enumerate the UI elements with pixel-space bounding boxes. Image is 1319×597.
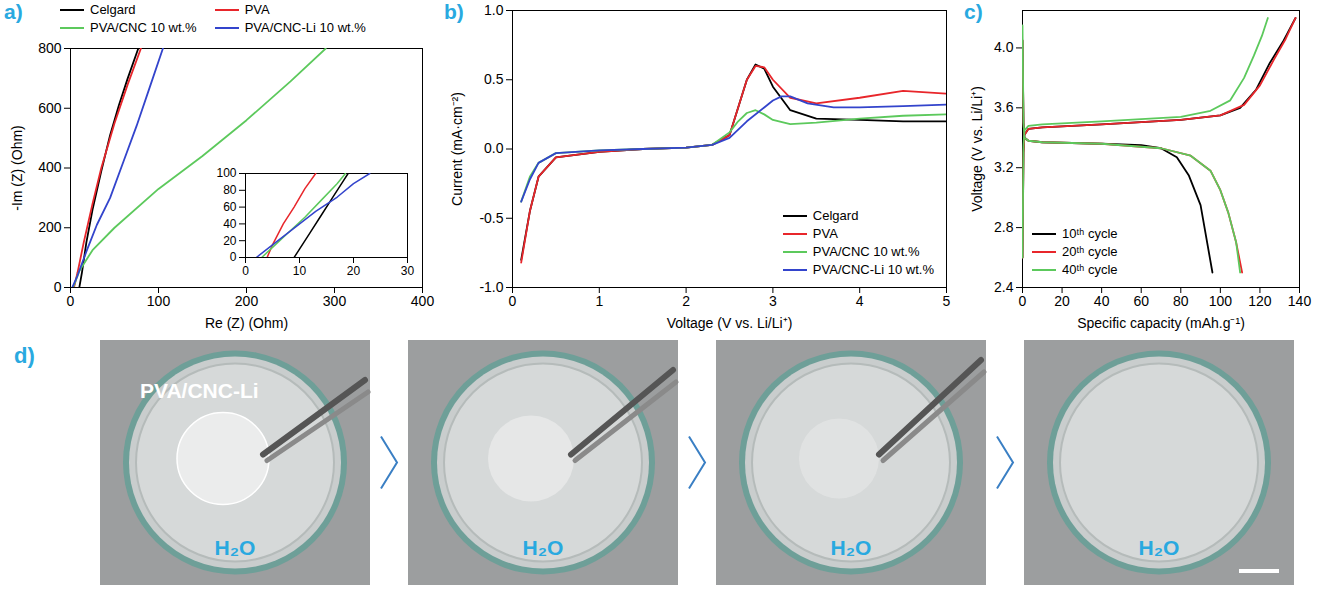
svg-text:d): d) xyxy=(14,343,35,368)
svg-text:60: 60 xyxy=(1133,293,1149,309)
svg-text:80: 80 xyxy=(223,183,237,197)
svg-text:H₂O: H₂O xyxy=(215,536,256,559)
svg-text:2.8: 2.8 xyxy=(994,219,1014,235)
svg-text:100: 100 xyxy=(1209,293,1233,309)
svg-text:Re (Z) (Ohm): Re (Z) (Ohm) xyxy=(205,315,288,331)
svg-text:400: 400 xyxy=(411,293,435,309)
svg-text:0: 0 xyxy=(242,264,249,277)
svg-text:Specific capacity (mAh.g⁻¹): Specific capacity (mAh.g⁻¹) xyxy=(1077,315,1245,331)
svg-text:80: 80 xyxy=(1173,293,1189,309)
svg-text:-Im (Z) (Ohm): -Im (Z) (Ohm) xyxy=(9,125,25,211)
html-text:Celgard: Celgard xyxy=(812,208,859,223)
html-text:40ᵗʰ cycle: 40ᵗʰ cycle xyxy=(1062,262,1118,277)
svg-text:10: 10 xyxy=(293,264,307,277)
svg-text:H₂O: H₂O xyxy=(831,536,872,559)
svg-text:Current (mA·cm⁻²): Current (mA·cm⁻²) xyxy=(449,92,465,206)
svg-text:3.6: 3.6 xyxy=(994,99,1014,115)
svg-text:140: 140 xyxy=(1288,293,1312,309)
svg-text:60: 60 xyxy=(223,200,237,214)
html-text:PVA/CNC-Li 10 wt.%: PVA/CNC-Li 10 wt.% xyxy=(244,20,366,35)
svg-text:200: 200 xyxy=(38,219,62,235)
svg-text:20: 20 xyxy=(1054,293,1070,309)
svg-text:0.0: 0.0 xyxy=(484,140,504,156)
html-text:PVA/CNC-Li 10 wt.%: PVA/CNC-Li 10 wt.% xyxy=(812,262,934,277)
svg-text:30: 30 xyxy=(401,264,415,277)
svg-text:0: 0 xyxy=(1019,293,1027,309)
html-text:Celgard: Celgard xyxy=(90,2,136,17)
svg-text:2: 2 xyxy=(682,293,690,309)
svg-text:0.5: 0.5 xyxy=(484,71,504,87)
svg-text:400: 400 xyxy=(38,159,62,175)
svg-text:20: 20 xyxy=(347,264,361,277)
svg-text:800: 800 xyxy=(38,40,62,56)
svg-text:3: 3 xyxy=(769,293,777,309)
html-text:PVA/CNC 10 wt.%: PVA/CNC 10 wt.% xyxy=(812,244,920,259)
svg-text:-1.0: -1.0 xyxy=(479,279,503,295)
svg-text:0: 0 xyxy=(54,279,62,295)
svg-text:1: 1 xyxy=(595,293,603,309)
svg-text:4: 4 xyxy=(856,293,864,309)
svg-text:3.2: 3.2 xyxy=(994,159,1014,175)
svg-text:40: 40 xyxy=(223,217,237,231)
svg-text:0: 0 xyxy=(509,293,517,309)
svg-text:120: 120 xyxy=(1248,293,1272,309)
html-text:PVA/CNC 10 wt.%: PVA/CNC 10 wt.% xyxy=(90,20,197,35)
svg-text:100: 100 xyxy=(216,166,236,180)
svg-text:0: 0 xyxy=(230,250,237,264)
svg-text:200: 200 xyxy=(235,293,259,309)
svg-text:4.0: 4.0 xyxy=(994,39,1014,55)
svg-text:-0.5: -0.5 xyxy=(479,210,503,226)
html-text:PVA: PVA xyxy=(812,226,838,241)
html-text:a): a) xyxy=(4,0,23,23)
svg-text:Voltage (V vs. Li/Li⁺): Voltage (V vs. Li/Li⁺) xyxy=(969,86,985,212)
html-text:10ᵗʰ cycle: 10ᵗʰ cycle xyxy=(1062,226,1118,241)
svg-text:600: 600 xyxy=(38,100,62,116)
svg-text:0: 0 xyxy=(67,293,75,309)
svg-text:5: 5 xyxy=(943,293,951,309)
svg-text:300: 300 xyxy=(323,293,347,309)
svg-text:PVA/CNC-Li: PVA/CNC-Li xyxy=(140,379,259,402)
svg-text:20: 20 xyxy=(223,234,237,248)
html-text:b): b) xyxy=(444,0,464,23)
html-text:c): c) xyxy=(964,0,983,23)
html-text:20ᵗʰ cycle: 20ᵗʰ cycle xyxy=(1062,244,1118,259)
svg-text:H₂O: H₂O xyxy=(1139,536,1180,559)
svg-text:2.4: 2.4 xyxy=(994,279,1014,295)
svg-text:100: 100 xyxy=(147,293,171,309)
svg-text:Voltage (V vs. Li/Li⁺): Voltage (V vs. Li/Li⁺) xyxy=(667,315,793,331)
svg-text:40: 40 xyxy=(1094,293,1110,309)
svg-text:1.0: 1.0 xyxy=(484,2,504,18)
svg-text:H₂O: H₂O xyxy=(523,536,564,559)
html-text:PVA: PVA xyxy=(244,2,270,17)
